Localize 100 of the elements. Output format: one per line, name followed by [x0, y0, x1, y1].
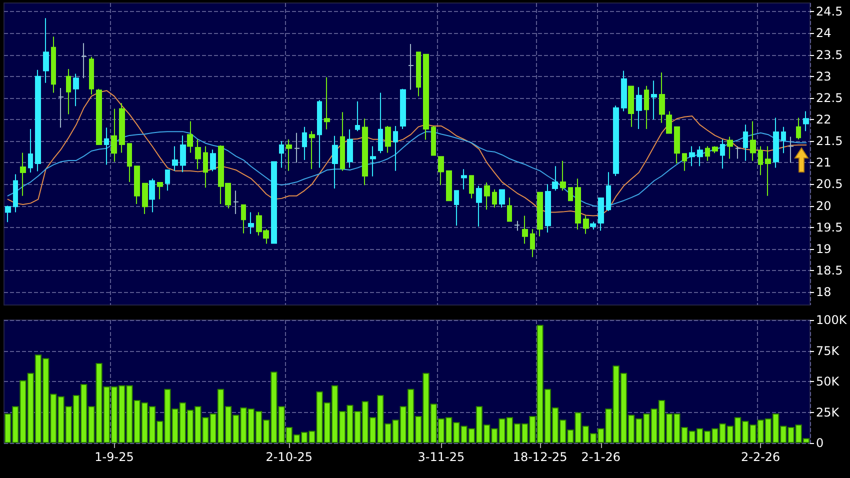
- candlestick: [96, 88, 102, 146]
- candlestick: [796, 117, 801, 140]
- candlestick: [111, 108, 117, 162]
- candlestick: [241, 204, 246, 234]
- candlestick: [355, 100, 360, 132]
- candlestick: [279, 140, 284, 168]
- candlestick: [522, 215, 528, 244]
- candlestick: [408, 43, 414, 90]
- y-tick-label: 0: [816, 436, 824, 450]
- y-tick-label: 50K: [816, 374, 840, 388]
- candlestick: [416, 52, 421, 97]
- candlestick: [552, 166, 558, 192]
- candlestick: [712, 146, 718, 154]
- y-tick-label: 18.5: [816, 263, 843, 278]
- candlestick: [332, 135, 338, 190]
- candlestick: [507, 197, 512, 222]
- y-tick-label: 100K: [816, 313, 848, 327]
- candlestick: [370, 146, 376, 177]
- candlestick: [134, 166, 140, 205]
- candlestick: [674, 126, 680, 164]
- x-tick-label: 2-2-26: [740, 450, 780, 464]
- candlestick: [5, 205, 11, 223]
- candlestick: [302, 126, 307, 161]
- candlestick: [142, 182, 148, 214]
- y-tick-label: 23.5: [816, 48, 843, 62]
- y-tick-label: 23: [816, 69, 832, 84]
- candlestick: [317, 100, 322, 168]
- candlestick: [378, 92, 383, 154]
- candlestick: [431, 125, 436, 156]
- y-tick-label: 19: [816, 242, 832, 256]
- candlestick: [590, 221, 596, 230]
- candlestick: [568, 187, 573, 202]
- candlestick: [689, 146, 695, 167]
- y-tick-label: 24.5: [816, 4, 843, 19]
- candlestick: [560, 160, 566, 192]
- candlestick: [203, 146, 208, 188]
- candlestick: [499, 188, 505, 208]
- candlestick: [484, 182, 490, 210]
- candlestick: [644, 85, 649, 130]
- candlestick: [13, 174, 18, 213]
- candlestick: [743, 124, 748, 162]
- candlestick: [347, 128, 353, 168]
- candlestick: [583, 215, 589, 234]
- candlestick: [446, 170, 452, 202]
- candlestick: [43, 18, 49, 84]
- candlestick: [35, 69, 41, 172]
- candlestick: [104, 127, 109, 166]
- candlestick: [187, 120, 193, 154]
- candlestick: [461, 168, 467, 190]
- x-tick-label: 3-11-25: [418, 450, 465, 464]
- candlestick: [727, 136, 733, 160]
- candlestick: [697, 146, 703, 167]
- x-tick-label: 18-12-25: [512, 450, 568, 464]
- candlestick: [340, 112, 345, 172]
- candlestick: [758, 146, 763, 176]
- candlestick: [476, 185, 482, 227]
- x-tick-label: 2-10-25: [266, 450, 313, 464]
- candlestick: [400, 88, 406, 130]
- candlestick: [73, 73, 79, 107]
- candlestick: [172, 146, 178, 172]
- candlestick: [454, 190, 459, 226]
- candlestick: [180, 134, 186, 173]
- candlestick: [195, 138, 201, 170]
- y-tick-label: 22: [816, 112, 832, 126]
- candlestick: [81, 42, 87, 79]
- candlestick: [165, 169, 170, 192]
- candlestick: [735, 146, 741, 160]
- candlestick: [423, 54, 429, 140]
- y-tick-label: 21.5: [816, 134, 843, 148]
- candlestick: [773, 117, 779, 168]
- candlestick: [530, 228, 535, 258]
- candlestick: [149, 178, 155, 213]
- candlestick: [66, 68, 71, 115]
- candlestick: [788, 136, 794, 164]
- candlestick: [210, 149, 216, 172]
- candlestick: [324, 76, 330, 130]
- candlestick: [537, 191, 543, 237]
- candlestick: [750, 120, 756, 162]
- candlestick: [765, 146, 771, 196]
- candlestick: [286, 138, 292, 172]
- x-tick-label: 2-1-26: [581, 450, 620, 464]
- candlestick: [598, 198, 604, 232]
- candlestick: [89, 56, 94, 95]
- candlestick: [651, 80, 657, 120]
- candlestick: [545, 184, 551, 234]
- candlestick: [294, 132, 300, 164]
- candlestick: [20, 152, 26, 196]
- candlestick: [233, 190, 239, 214]
- candlestick: [309, 130, 315, 170]
- candlestick: [28, 128, 33, 174]
- y-tick-label: 20.5: [816, 177, 843, 192]
- candlestick: [636, 86, 642, 130]
- candlestick: [157, 182, 163, 200]
- y-tick-label: 22.5: [816, 90, 843, 105]
- y-tick-label: 75K: [816, 344, 840, 358]
- candlestick: [51, 36, 56, 94]
- candlestick: [575, 178, 581, 230]
- y-tick-label: 21: [816, 156, 832, 170]
- x-tick-label: 1-9-25: [94, 450, 134, 464]
- candlestick: [720, 138, 725, 170]
